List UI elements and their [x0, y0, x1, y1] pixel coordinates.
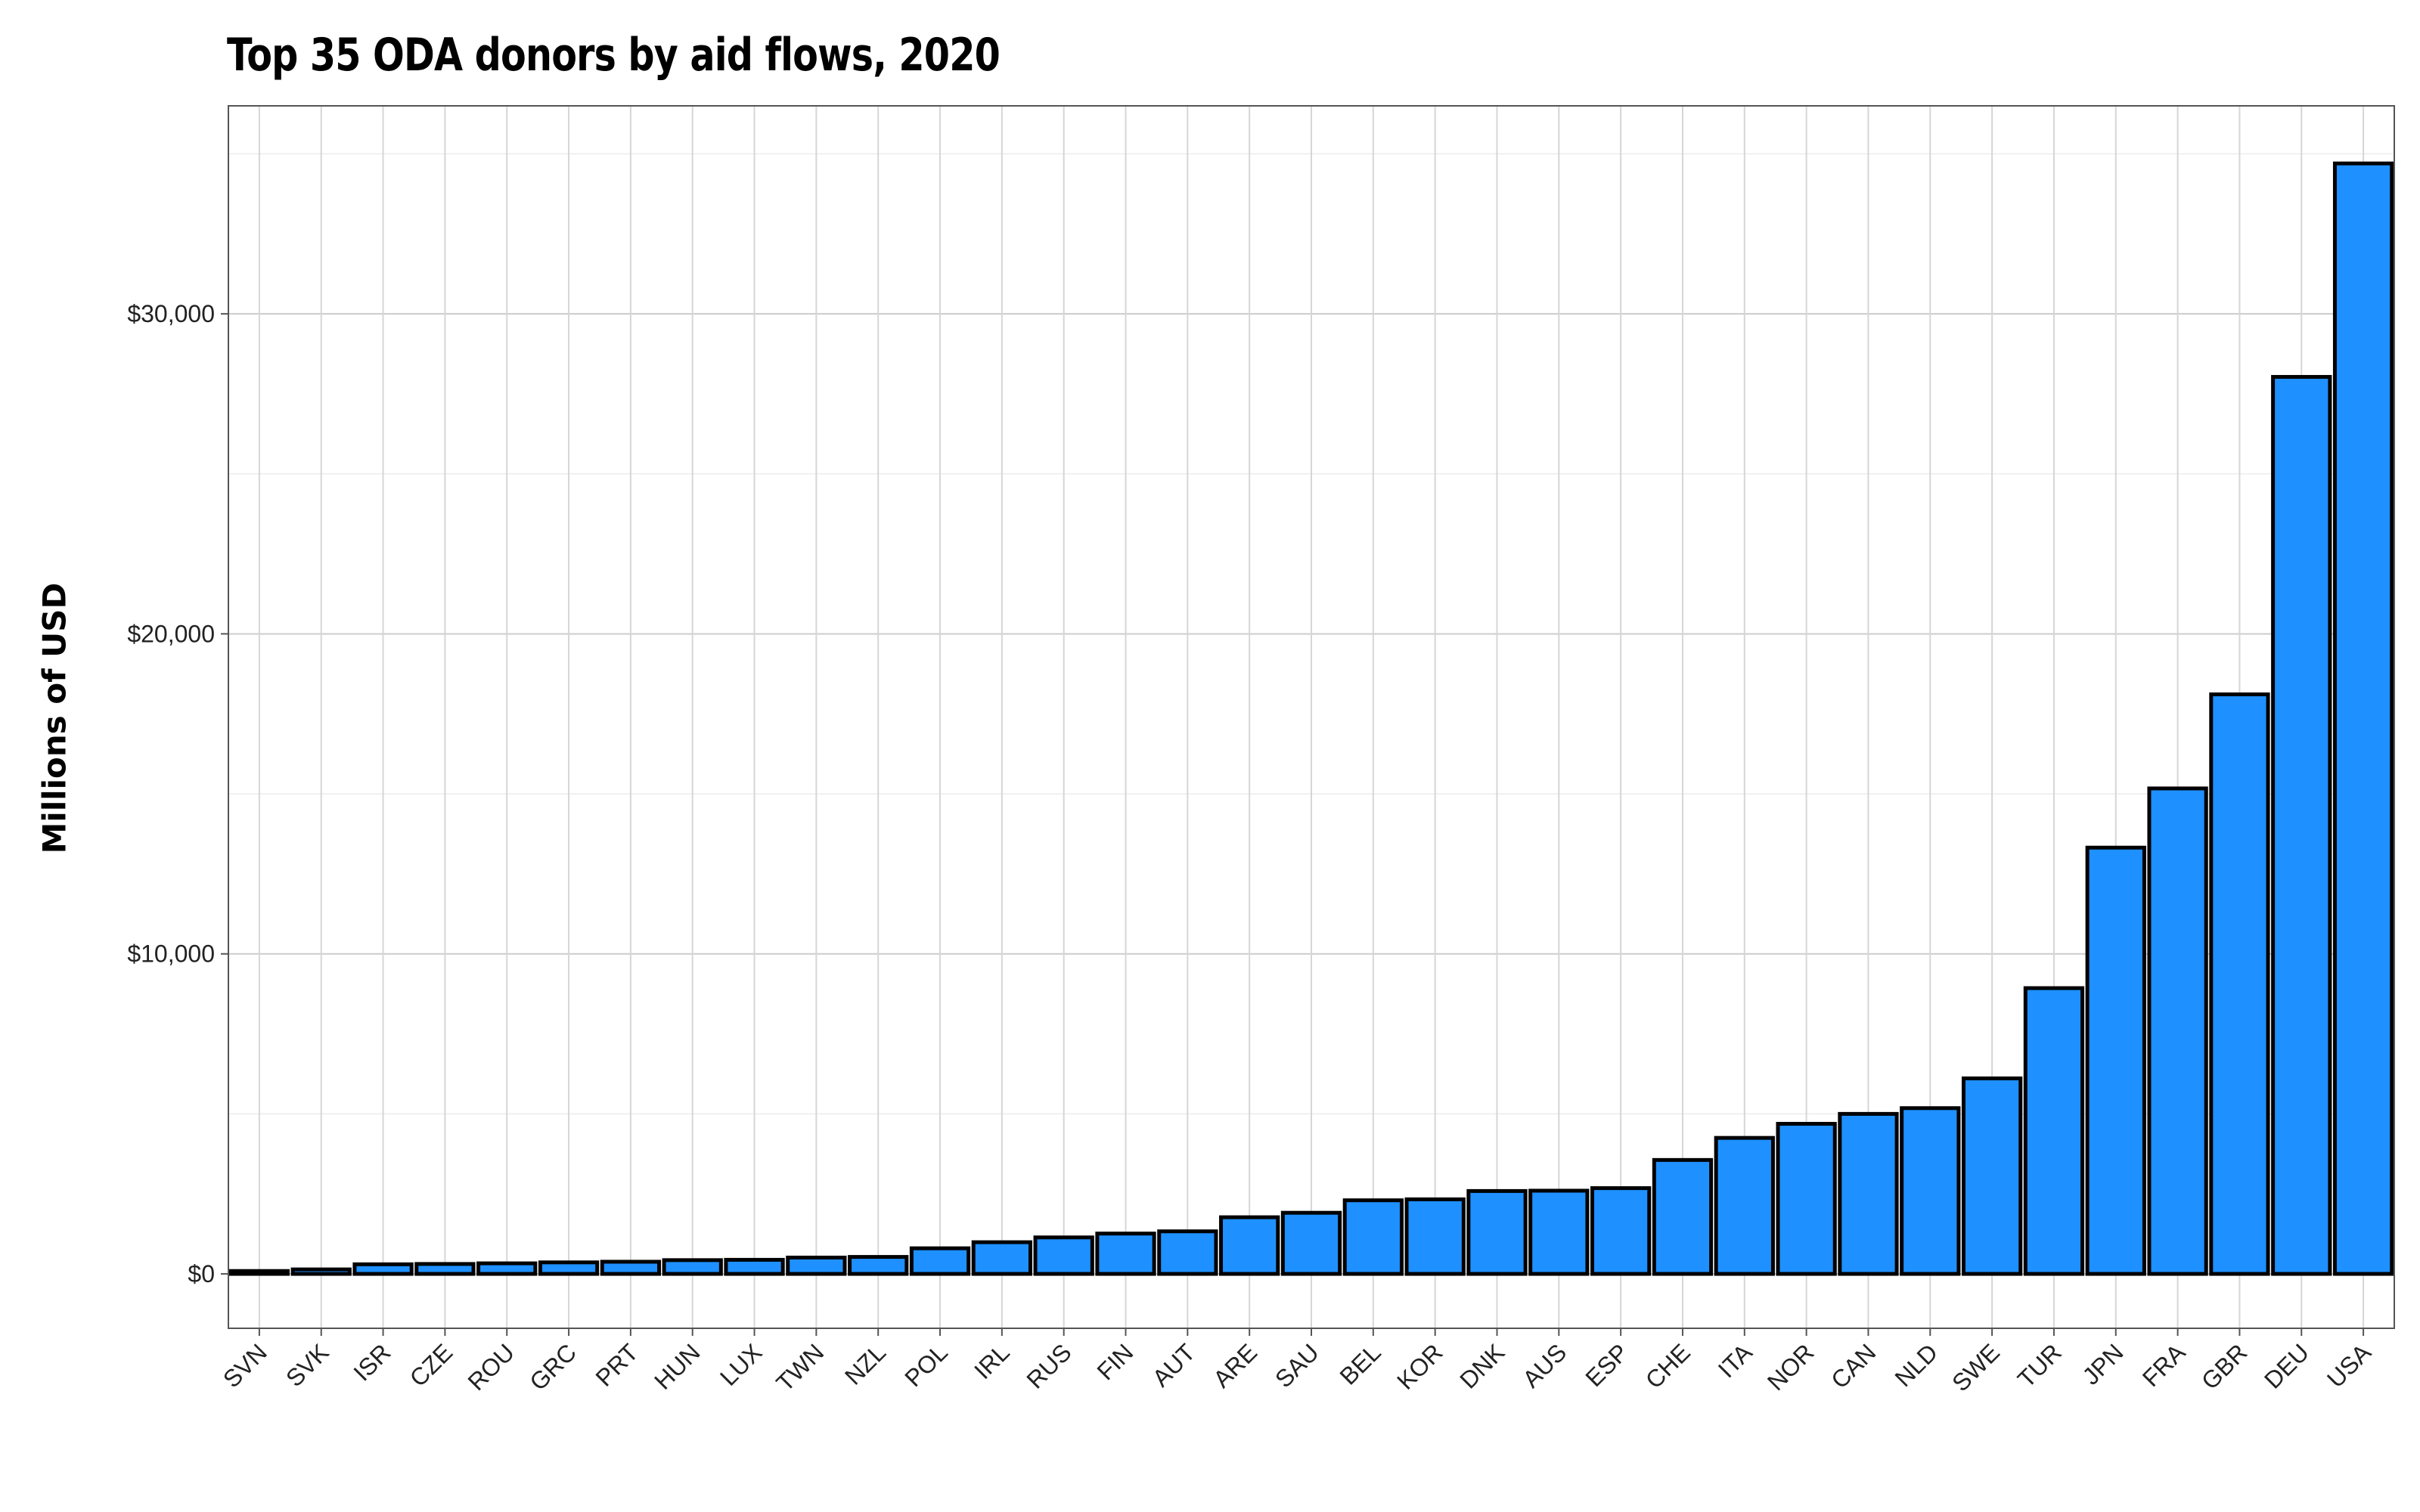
- bar-usa: [2332, 161, 2394, 1276]
- x-tick-label-nor: NOR: [1762, 1338, 1820, 1396]
- bar-cze: [414, 1262, 476, 1276]
- bar-nld: [1900, 1106, 1961, 1276]
- x-tick-label-aus: AUS: [1517, 1338, 1571, 1393]
- bar-hun: [662, 1258, 723, 1276]
- y-tick-label: $10,000: [127, 940, 215, 968]
- bar-deu: [2271, 375, 2332, 1276]
- bar-lux: [724, 1257, 785, 1276]
- bar-irl: [971, 1240, 1032, 1276]
- bar-aus: [1528, 1188, 1590, 1276]
- x-tick-label-prt: PRT: [591, 1338, 644, 1391]
- x-tick-label-rou: ROU: [462, 1338, 520, 1396]
- x-tick-label-can: CAN: [1826, 1338, 1881, 1393]
- x-tick-label-rus: RUS: [1021, 1338, 1076, 1393]
- x-tick-label-aut: AUT: [1147, 1338, 1201, 1392]
- bar-rou: [476, 1261, 538, 1276]
- x-tick-label-esp: ESP: [1580, 1338, 1634, 1392]
- bar-nzl: [848, 1255, 909, 1276]
- bar-sau: [1280, 1210, 1342, 1276]
- x-tick-label-usa: USA: [2322, 1338, 2376, 1393]
- bar-gbr: [2209, 692, 2270, 1276]
- x-tick-label-fin: FIN: [1092, 1338, 1139, 1385]
- bar-rus: [1033, 1235, 1094, 1276]
- bar-svk: [290, 1267, 352, 1276]
- x-tick-label-cze: CZE: [405, 1338, 458, 1392]
- y-tick-label: $30,000: [127, 300, 215, 327]
- x-tick-label-nzl: NZL: [839, 1338, 891, 1390]
- chart-title: Top 35 ODA donors by aid flows, 2020: [227, 29, 1001, 82]
- x-tick-label-grc: GRC: [524, 1338, 582, 1396]
- x-tick-label-nld: NLD: [1890, 1338, 1944, 1392]
- x-tick-label-hun: HUN: [649, 1338, 705, 1394]
- x-tick-label-isr: ISR: [348, 1338, 396, 1386]
- bar-jpn: [2085, 845, 2146, 1276]
- bar-che: [1652, 1157, 1714, 1276]
- bar-swe: [1961, 1076, 2023, 1276]
- x-tick-label-twn: TWN: [771, 1338, 829, 1396]
- bar-prt: [600, 1259, 662, 1276]
- x-tick-label-fra: FRA: [2137, 1338, 2191, 1392]
- bar-can: [1838, 1111, 1899, 1276]
- bar-dnk: [1466, 1188, 1528, 1276]
- x-tick-label-dnk: DNK: [1454, 1338, 1509, 1393]
- bar-bel: [1342, 1198, 1404, 1276]
- x-tick-label-lux: LUX: [715, 1338, 767, 1390]
- bar-fra: [2147, 786, 2208, 1276]
- x-tick-label-swe: SWE: [1947, 1338, 2005, 1396]
- x-tick-label-gbr: GBR: [2196, 1338, 2252, 1394]
- bar-aut: [1157, 1229, 1218, 1276]
- x-tick-label-kor: KOR: [1392, 1338, 1447, 1394]
- bar-ita: [1714, 1136, 1775, 1276]
- bar-pol: [909, 1246, 971, 1276]
- x-tick-label-svk: SVK: [281, 1338, 334, 1392]
- y-tick-label: $0: [188, 1260, 215, 1287]
- bar-fin: [1095, 1232, 1156, 1276]
- y-tick-label: $20,000: [127, 620, 215, 647]
- x-tick-label-irl: IRL: [969, 1338, 1015, 1384]
- x-tick-label-tur: TUR: [2012, 1338, 2067, 1393]
- x-tick-label-bel: BEL: [1335, 1338, 1386, 1390]
- x-tick-label-jpn: JPN: [2077, 1338, 2129, 1390]
- x-tick-label-are: ARE: [1208, 1338, 1262, 1393]
- x-tick-label-svn: SVN: [218, 1338, 272, 1393]
- bar-grc: [538, 1260, 600, 1276]
- x-tick-label-pol: POL: [899, 1338, 953, 1392]
- bar-twn: [786, 1255, 847, 1276]
- x-tick-label-che: CHE: [1640, 1338, 1696, 1393]
- bar-esp: [1590, 1186, 1652, 1276]
- x-tick-label-ita: ITA: [1713, 1338, 1758, 1383]
- x-tick-label-deu: DEU: [2259, 1338, 2314, 1393]
- bar-svn: [228, 1269, 290, 1276]
- bar-are: [1219, 1215, 1280, 1276]
- bar-nor: [1776, 1122, 1837, 1276]
- bar-isr: [352, 1262, 414, 1276]
- bar-tur: [2023, 986, 2085, 1276]
- x-tick-label-sau: SAU: [1270, 1338, 1324, 1393]
- bar-kor: [1404, 1197, 1466, 1276]
